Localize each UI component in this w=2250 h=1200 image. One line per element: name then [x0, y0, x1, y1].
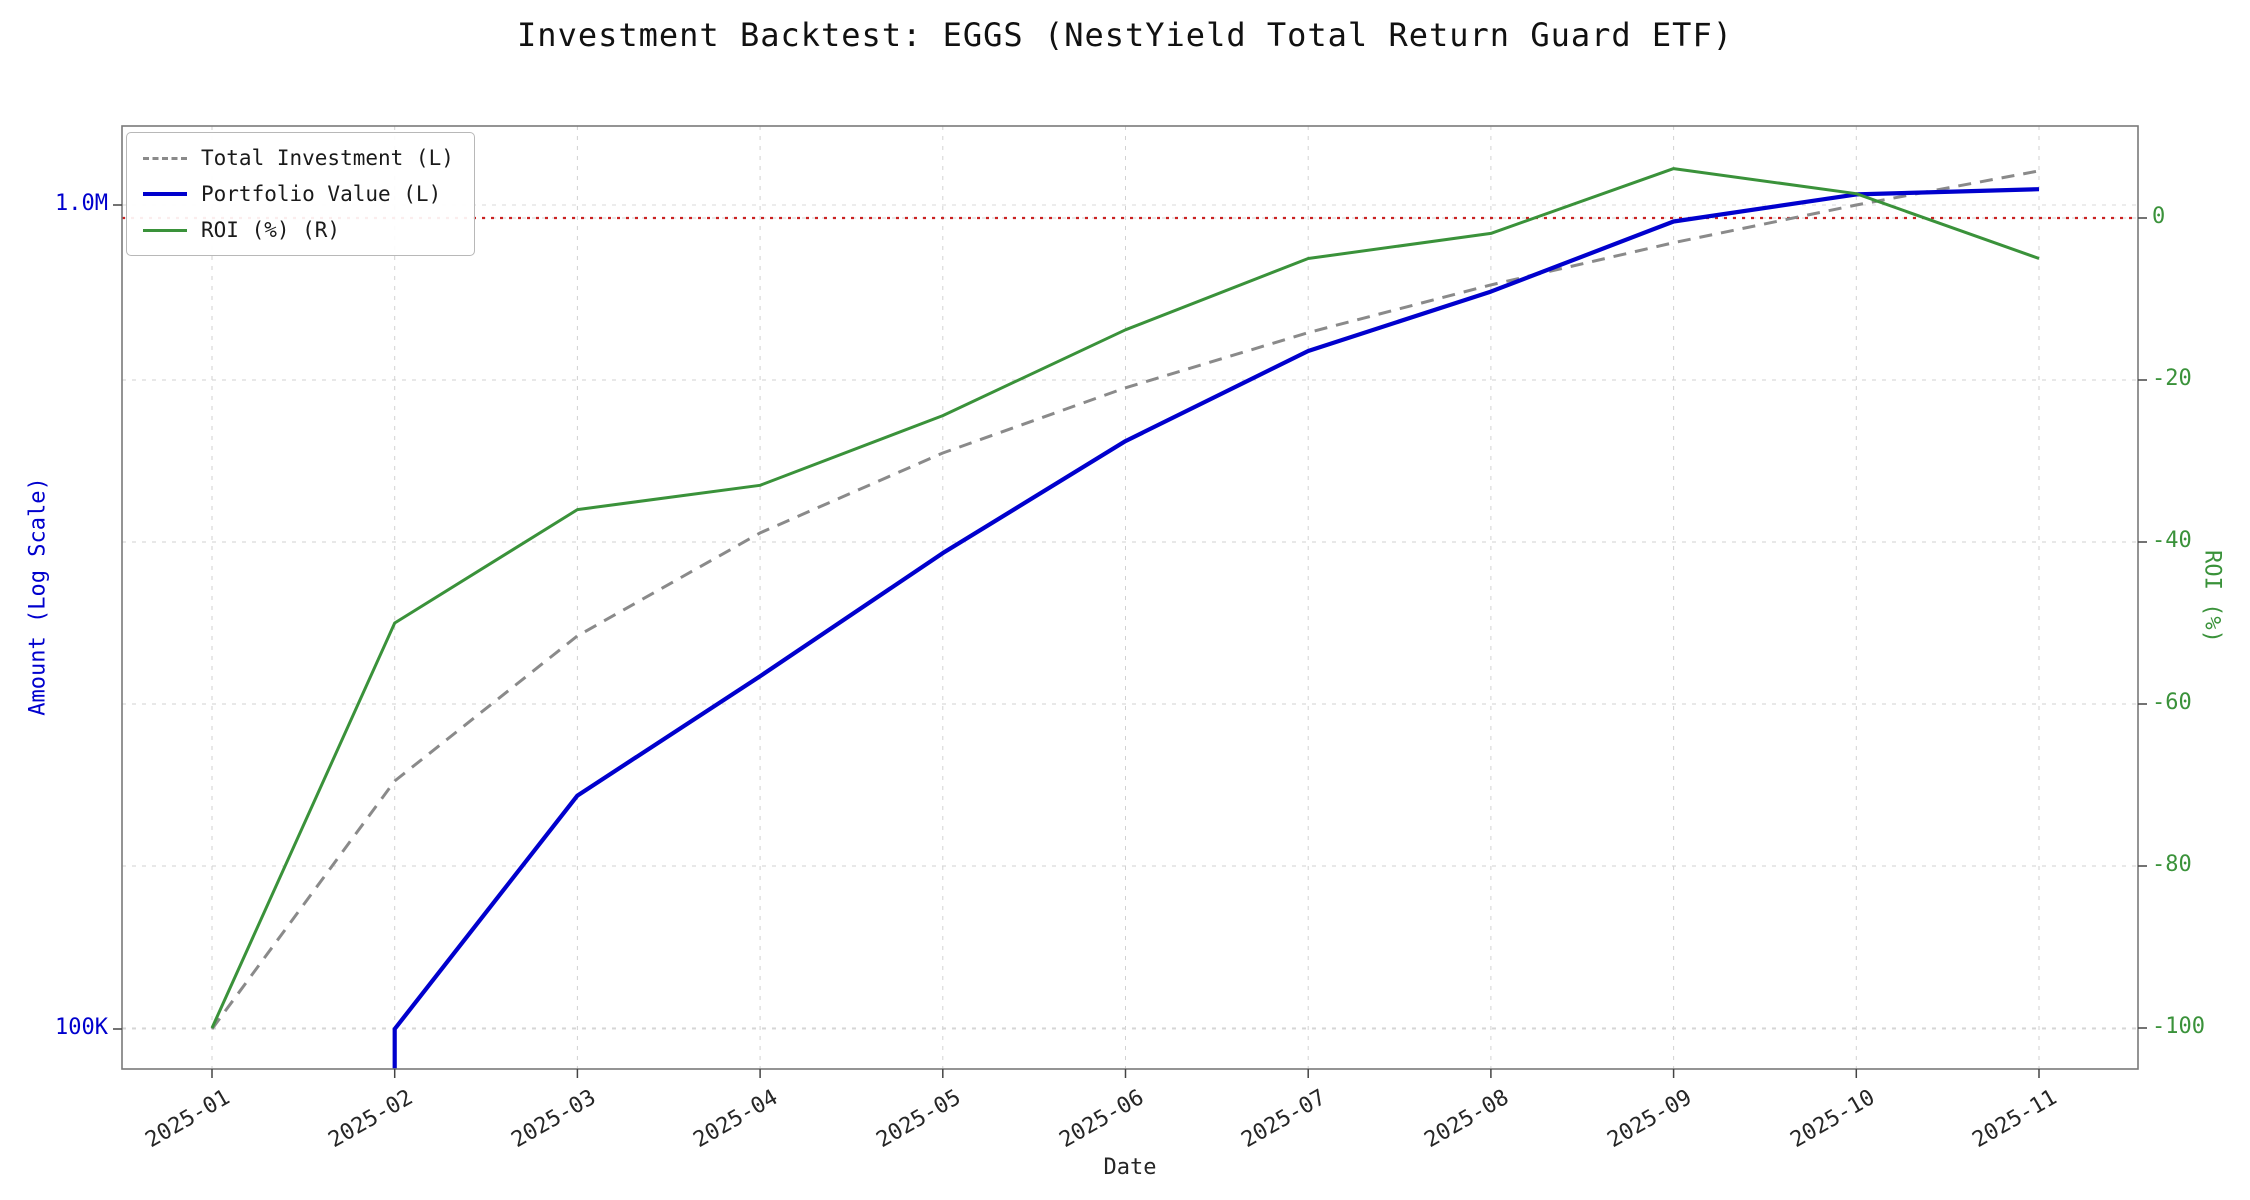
right-tick-label: -20	[2152, 366, 2192, 391]
left-tick-label: 100K	[55, 1015, 108, 1040]
legend-item-total-investment: Total Investment (L)	[143, 145, 454, 171]
chart-title: Investment Backtest: EGGS (NestYield Tot…	[517, 16, 1733, 54]
legend-item-portfolio-value: Portfolio Value (L)	[143, 181, 454, 207]
left-axis-label: Amount (Log Scale)	[25, 477, 51, 716]
right-tick-label: -40	[2152, 528, 2192, 553]
x-axis-label: Date	[1103, 1155, 1157, 1180]
legend-line-sample-dashed-gray	[143, 156, 187, 160]
right-tick-label: 0	[2152, 204, 2166, 229]
right-tick-label: -60	[2152, 690, 2192, 715]
right-axis-label: ROI (%)	[2199, 550, 2225, 643]
legend-line-sample-solid-green	[143, 228, 187, 232]
legend-item-roi: ROI (%) (R)	[143, 217, 454, 243]
right-tick-label: -100	[2152, 1014, 2205, 1039]
legend-label: Portfolio Value (L)	[201, 182, 442, 206]
legend-line-sample-solid-blue	[143, 192, 187, 196]
left-tick-label: 1.0M	[55, 191, 108, 216]
right-tick-label: -80	[2152, 852, 2192, 877]
legend: Total Investment (L) Portfolio Value (L)…	[126, 132, 475, 256]
legend-label: ROI (%) (R)	[201, 218, 341, 242]
legend-label: Total Investment (L)	[201, 146, 454, 170]
